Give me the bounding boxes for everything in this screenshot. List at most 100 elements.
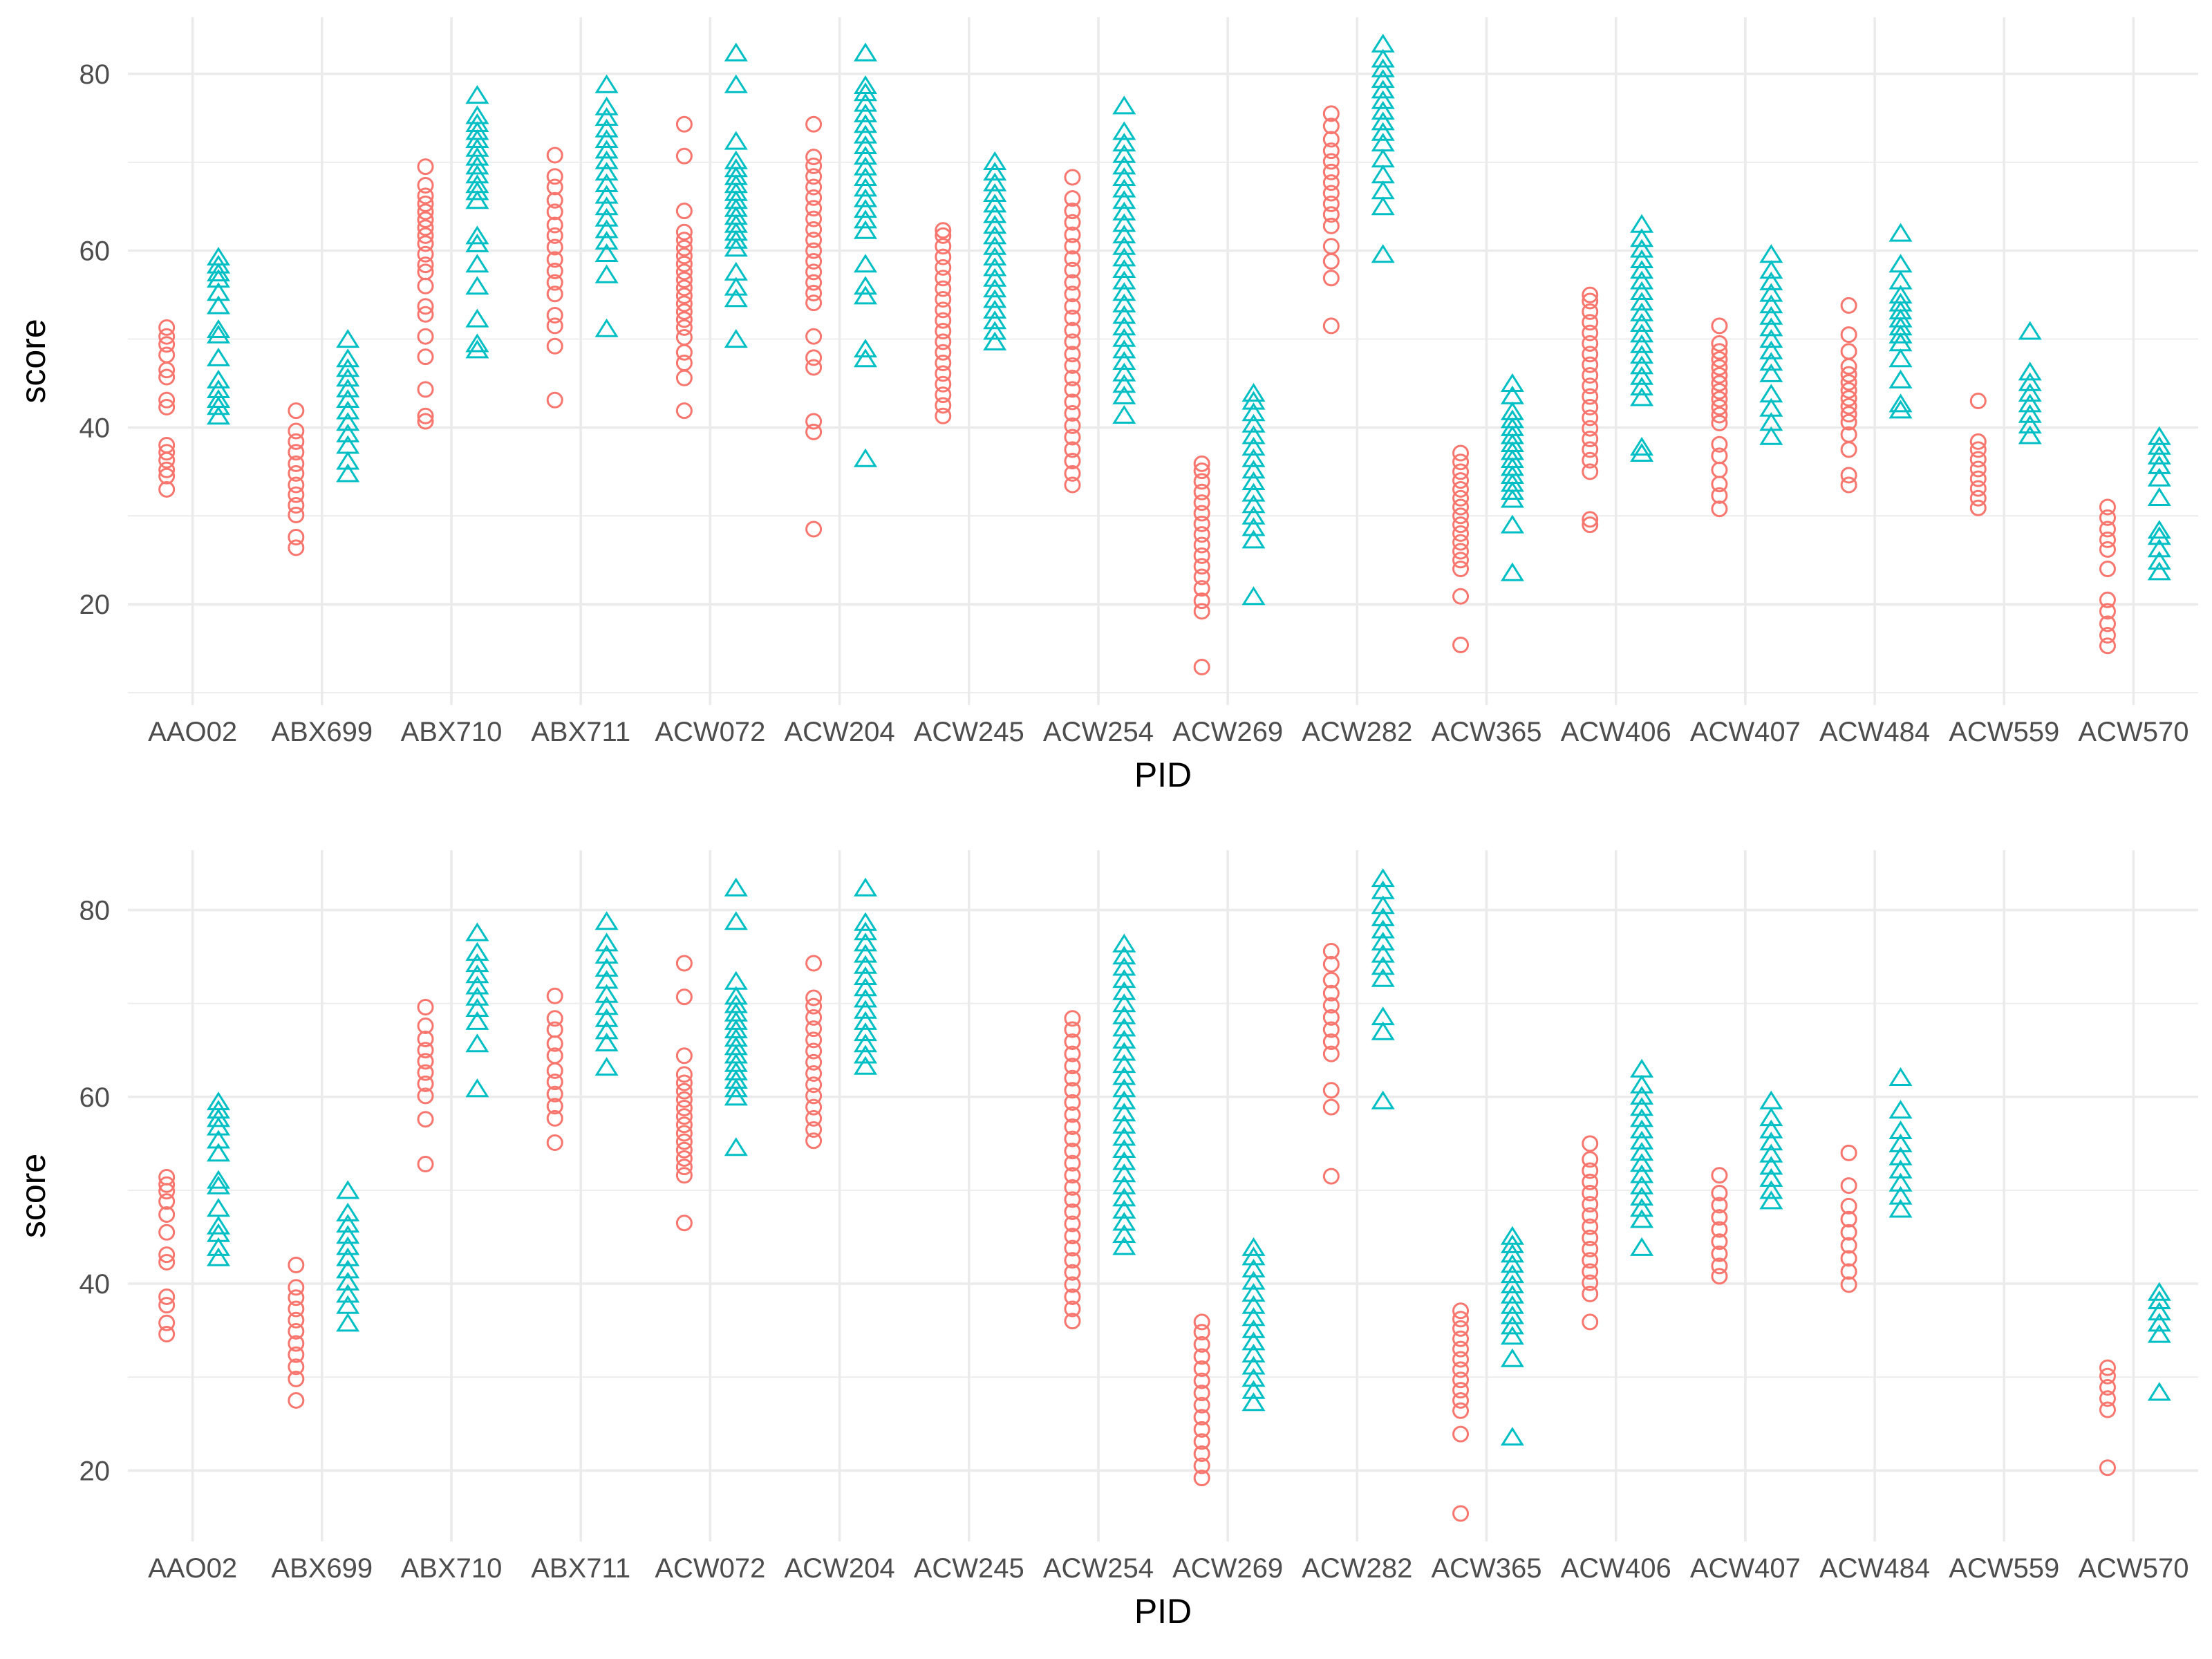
data-point-circle [1711, 343, 1728, 360]
data-point-triangle [983, 151, 1007, 170]
data-point-circle [805, 1031, 823, 1049]
data-point-circle [2099, 637, 2116, 655]
data-point-circle [1064, 1118, 1081, 1135]
x-tick-label-acw269: ACW269 [1172, 1553, 1283, 1584]
data-point-triangle [1500, 562, 1524, 581]
data-point-circle [417, 348, 434, 366]
data-point-circle [935, 238, 952, 255]
data-point-triangle [336, 423, 360, 442]
data-point-circle [1711, 415, 1728, 432]
data-point-circle [675, 271, 693, 288]
data-point-circle [1969, 489, 1987, 507]
data-point-triangle [1888, 1146, 1913, 1165]
data-point-circle [1582, 516, 1599, 534]
data-point-triangle [1630, 312, 1654, 332]
data-point-circle [805, 168, 823, 185]
data-point-triangle [724, 276, 748, 296]
data-point-triangle [1371, 68, 1395, 88]
data-point-circle [417, 407, 434, 424]
data-point-circle [417, 1156, 434, 1173]
data-point-circle [1452, 1371, 1470, 1389]
data-point-circle [935, 365, 952, 382]
data-point-circle [1711, 1245, 1728, 1262]
data-point-circle [1711, 1221, 1728, 1238]
data-point-circle [1064, 169, 1081, 186]
data-point-circle [805, 263, 823, 281]
data-point-circle [546, 1021, 563, 1038]
data-point-circle [1064, 1191, 1081, 1208]
data-point-triangle [1112, 1138, 1136, 1158]
data-point-triangle [1630, 366, 1654, 385]
data-point-triangle [983, 247, 1007, 266]
data-point-circle [158, 1288, 176, 1305]
data-point-triangle [1630, 344, 1654, 364]
data-point-circle [1711, 317, 1728, 335]
data-point-triangle [1630, 270, 1654, 290]
data-point-triangle [1371, 1090, 1395, 1109]
data-point-triangle [2147, 1282, 2171, 1301]
data-point-triangle [853, 348, 878, 368]
data-point-triangle [2018, 362, 2042, 381]
data-point-circle [805, 1121, 823, 1138]
data-point-circle [1064, 1252, 1081, 1269]
data-point-circle [805, 955, 823, 972]
x-tick-label-acw282: ACW282 [1302, 1553, 1412, 1584]
data-point-triangle [1371, 931, 1395, 950]
data-point-circle [1064, 417, 1081, 434]
data-point-triangle [1371, 33, 1395, 53]
chart-panel-1: 20 40 60 80 AAO02 ABX699 ABX710 ABX711 ACW072 ACW… [14, 17, 2198, 794]
data-point-triangle [1371, 58, 1395, 77]
data-point-triangle [1500, 373, 1524, 392]
data-point-circle [158, 461, 176, 478]
data-point-triangle [1759, 317, 1783, 337]
data-point-circle [1582, 346, 1599, 363]
data-point-triangle [1112, 178, 1136, 198]
data-point-circle [158, 1253, 176, 1271]
data-point-circle [1452, 444, 1470, 462]
data-point-circle [1064, 1058, 1081, 1075]
data-point-triangle [1630, 1097, 1654, 1116]
data-point-circle [675, 369, 693, 386]
data-point-triangle [1241, 1237, 1266, 1256]
data-point-triangle [1500, 385, 1524, 404]
data-point-triangle [1630, 324, 1654, 343]
data-point-triangle [1500, 1326, 1524, 1345]
data-point-circle [1322, 955, 1340, 973]
data-point-triangle [983, 214, 1007, 234]
data-point-triangle [1112, 1236, 1136, 1255]
data-point-triangle [206, 369, 231, 388]
data-point-circle [1969, 393, 1987, 410]
data-point-circle [1840, 413, 1857, 431]
data-point-circle [1193, 473, 1210, 490]
data-point-triangle [1241, 482, 1266, 502]
data-point-triangle [853, 448, 878, 467]
data-point-circle [1969, 451, 1987, 468]
data-point-circle [935, 355, 952, 372]
data-point-circle [1064, 285, 1081, 303]
data-point-triangle [1112, 339, 1136, 359]
data-point-triangle [853, 877, 878, 897]
data-point-circle [2099, 603, 2116, 620]
y-tick-label: 80 [79, 59, 111, 90]
data-point-triangle [2147, 487, 2171, 506]
data-point-triangle [1371, 111, 1395, 131]
data-point-circle [1452, 561, 1470, 578]
data-point-triangle [594, 318, 619, 337]
data-point-triangle [853, 75, 878, 94]
data-point-circle [805, 423, 823, 440]
data-point-triangle [1371, 100, 1395, 120]
data-point-triangle [1112, 1090, 1136, 1109]
data-point-triangle [206, 295, 231, 315]
data-point-circle [805, 521, 823, 538]
data-point-circle [935, 407, 952, 424]
data-point-triangle [1112, 121, 1136, 140]
data-point-circle [1452, 489, 1470, 507]
data-point-triangle [336, 1236, 360, 1255]
data-point-circle [1582, 1218, 1599, 1235]
data-point-circle [417, 1111, 434, 1128]
data-point-triangle [1888, 1133, 1913, 1152]
data-point-circle [675, 223, 693, 241]
data-point-triangle [336, 1313, 360, 1332]
data-point-circle [1064, 1094, 1081, 1111]
y-tick-label: 60 [79, 236, 111, 267]
